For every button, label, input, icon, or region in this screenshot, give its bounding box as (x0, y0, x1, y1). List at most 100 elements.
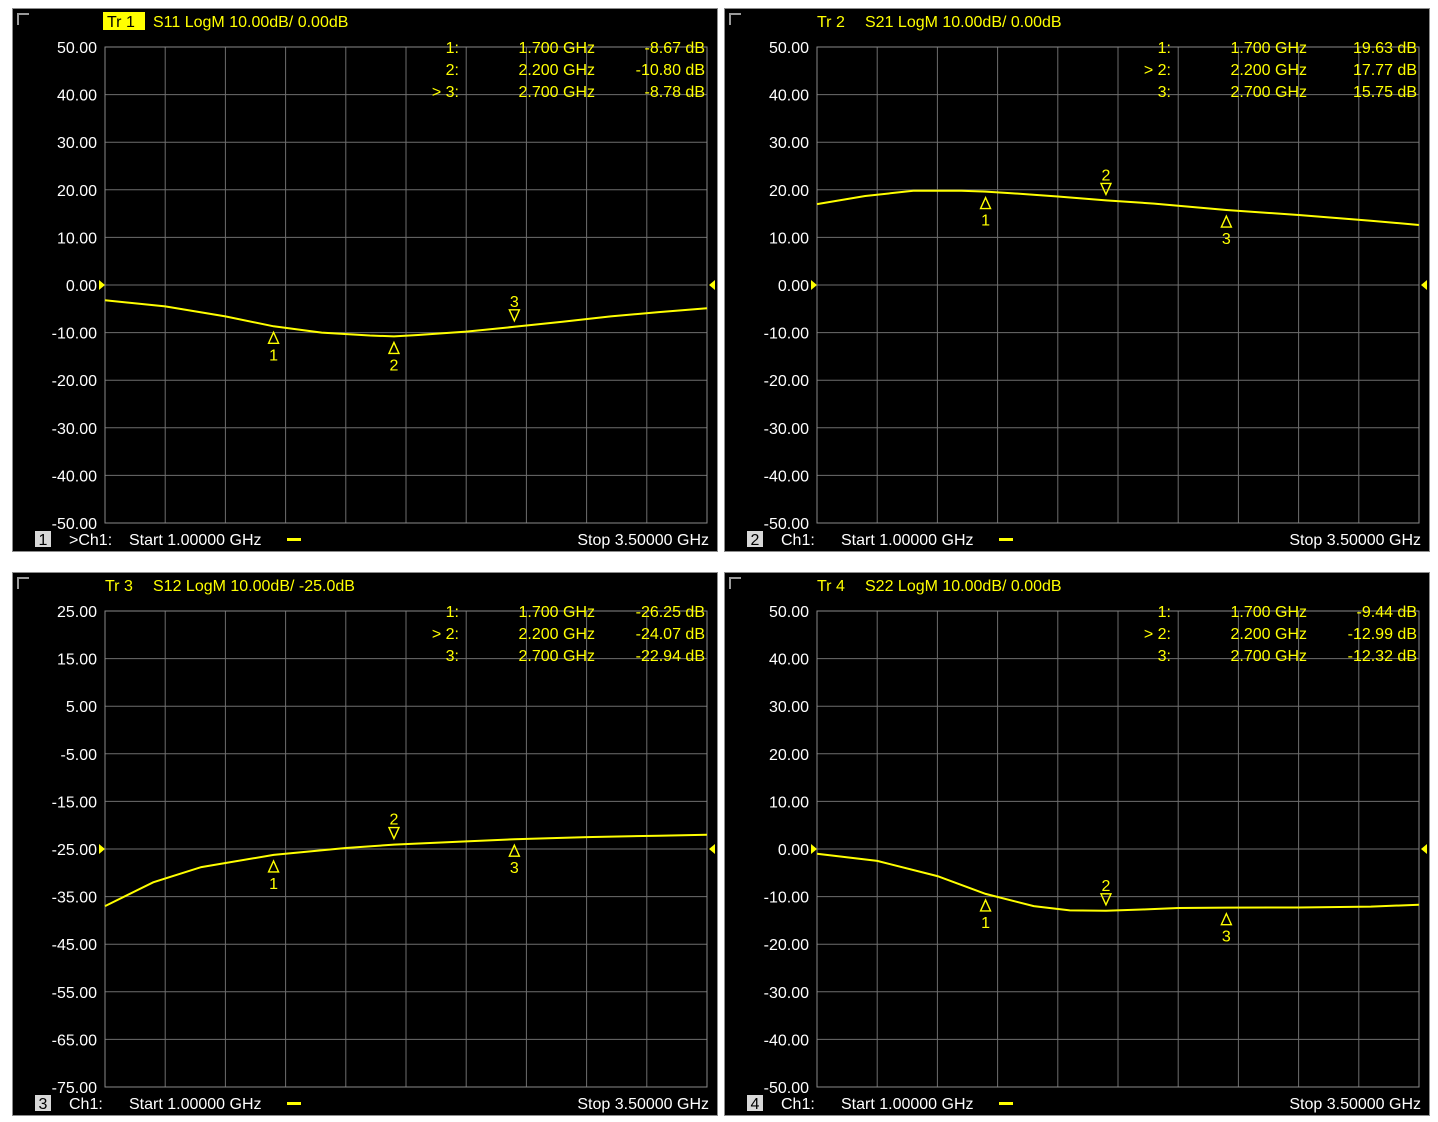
y-tick-label: 50.00 (769, 40, 809, 57)
marker-readout-id: 1: (446, 604, 459, 621)
y-tick-label: -30.00 (52, 421, 97, 438)
marker-readout-freq: 1.700 GHz (519, 40, 595, 57)
marker-label: 1 (269, 876, 278, 893)
y-tick-label: 10.00 (57, 230, 97, 247)
trace-panel-1[interactable]: 50.00 40.00 30.00 20.00 10.00 0.00 -10.00 -20.0… (12, 8, 718, 552)
y-tick-label: 50.00 (57, 40, 97, 57)
y-tick-label: -75.00 (52, 1080, 97, 1097)
trace-title: S21 LogM 10.00dB/ 0.00dB (865, 14, 1062, 31)
start-frequency: Start 1.00000 GHz (841, 1096, 974, 1113)
ref-arrow-left-icon (99, 280, 105, 290)
channel-number: 3 (39, 1096, 48, 1113)
trace-panel-2[interactable]: 50.00 40.00 30.00 20.00 10.00 0.00 -10.00 -20.0… (724, 8, 1430, 552)
marker-readout-value: -10.80 dB (636, 62, 705, 79)
y-tick-label: -20.00 (52, 373, 97, 390)
marker-readout-id: > 2: (1144, 626, 1171, 643)
channel-number-box (747, 1095, 763, 1111)
marker-readout-value: 17.77 dB (1353, 62, 1417, 79)
marker-readout-value: -22.94 dB (636, 648, 705, 665)
trace-title: S22 LogM 10.00dB/ 0.00dB (865, 578, 1062, 595)
y-tick-label: 15.00 (57, 652, 97, 669)
y-tick-label: -35.00 (52, 890, 97, 907)
y-tick-label: 20.00 (769, 183, 809, 200)
span-bar-icon (287, 1102, 301, 1105)
channel-label: Ch1: (781, 532, 815, 549)
marker-readout-id: > 2: (432, 626, 459, 643)
trace-panel-4[interactable]: 50.00 40.00 30.00 20.00 10.00 0.00 -10.00 -20.0… (724, 572, 1430, 1116)
y-tick-label: -55.00 (52, 985, 97, 1002)
marker-triangle-icon (1220, 911, 1233, 926)
trace-label: Tr 1 (107, 14, 135, 31)
y-tick-label: 5.00 (66, 699, 97, 716)
ref-arrow-right-icon (709, 844, 715, 854)
marker-triangle-icon (1099, 893, 1113, 907)
y-tick-label: -20.00 (764, 373, 809, 390)
y-tick-label: 30.00 (57, 135, 97, 152)
span-bar-icon (287, 538, 301, 541)
marker-triangle-icon (508, 309, 521, 323)
marker-readout-id: 3: (1158, 648, 1171, 665)
panel-corner-icon (729, 577, 741, 589)
channel-label: Ch1: (69, 1096, 103, 1113)
marker-label: 3 (1222, 231, 1231, 248)
y-tick-label: -10.00 (52, 326, 97, 343)
y-tick-label: 20.00 (769, 747, 809, 764)
marker-readout-value: 19.63 dB (1353, 40, 1417, 57)
y-tick-label: 0.00 (66, 278, 97, 295)
y-tick-label: -40.00 (52, 468, 97, 485)
y-tick-label: -50.00 (764, 1080, 809, 1097)
panel-corner-icon (17, 577, 29, 589)
trace-title: S12 LogM 10.00dB/ -25.0dB (153, 578, 355, 595)
y-tick-label: 10.00 (769, 794, 809, 811)
trace-line (816, 852, 1420, 912)
stop-frequency: Stop 3.50000 GHz (577, 532, 709, 549)
trace-label: Tr 2 (817, 14, 845, 31)
marker-readout-freq: 2.200 GHz (1231, 62, 1307, 79)
marker-label: 3 (1222, 929, 1231, 946)
marker-readout-id: > 2: (1144, 62, 1171, 79)
channel-number-box (747, 531, 763, 547)
y-tick-label: 40.00 (769, 652, 809, 669)
trace-panel-3[interactable]: 25.00 15.00 5.00 -5.00 -15.00 -25.00 -35.00 -45… (12, 572, 718, 1116)
marker-triangle-icon (979, 195, 992, 210)
marker-readout-freq: 2.200 GHz (1231, 626, 1307, 643)
y-tick-label: 20.00 (57, 183, 97, 200)
marker-readout-value: -12.32 dB (1348, 648, 1417, 665)
marker-readout-freq: 1.700 GHz (519, 604, 595, 621)
marker-triangle-icon (1220, 214, 1233, 228)
y-tick-label: -30.00 (764, 421, 809, 438)
marker-label: 1 (269, 347, 278, 364)
ref-arrow-left-icon (811, 844, 817, 854)
start-frequency: Start 1.00000 GHz (129, 1096, 262, 1113)
marker-readout-freq: 1.700 GHz (1231, 604, 1307, 621)
marker-readout-value: 15.75 dB (1353, 84, 1417, 101)
channel-label: >Ch1: (69, 532, 112, 549)
y-tick-label: -40.00 (764, 468, 809, 485)
chart-svg-4: 50.00 40.00 30.00 20.00 10.00 0.00 -10.00 -20.0… (747, 578, 1427, 1113)
marker-label: 2 (1102, 167, 1111, 184)
channel-number-box (35, 1095, 51, 1111)
marker-readout-id: 2: (446, 62, 459, 79)
chart-svg-3: 25.00 15.00 5.00 -5.00 -15.00 -25.00 -35.00 -45… (35, 578, 715, 1113)
y-tick-label: -30.00 (764, 985, 809, 1002)
marker-readout-id: > 3: (432, 84, 459, 101)
marker-readout-freq: 2.700 GHz (1231, 648, 1307, 665)
y-tick-label: -15.00 (52, 794, 97, 811)
channel-number-box (35, 531, 51, 547)
y-tick-label: 50.00 (769, 604, 809, 621)
marker-label: 1 (981, 213, 990, 230)
channel-number: 2 (751, 532, 760, 549)
y-tick-label: -50.00 (52, 516, 97, 533)
trace-label-highlight (103, 12, 145, 30)
trace-line (104, 299, 708, 338)
ref-arrow-right-icon (709, 280, 715, 290)
marker-label: 2 (390, 812, 399, 829)
span-bar-icon (999, 1102, 1013, 1105)
start-frequency: Start 1.00000 GHz (841, 532, 974, 549)
marker-readout-id: 3: (1158, 84, 1171, 101)
y-tick-label: 25.00 (57, 604, 97, 621)
channel-number: 1 (39, 532, 48, 549)
y-tick-label: -10.00 (764, 890, 809, 907)
y-tick-label: -10.00 (764, 326, 809, 343)
marker-label: 3 (510, 860, 519, 877)
